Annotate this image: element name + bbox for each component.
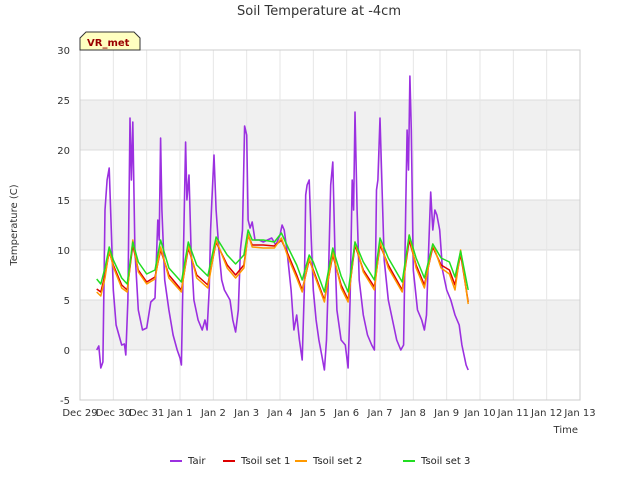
plot-frame [79, 49, 581, 401]
legend[interactable]: Tair Tsoil set 1 Tsoil set 2 Tsoil set 3 [170, 456, 470, 467]
x-tick-label: Jan 4 [267, 408, 293, 419]
x-tick-label: Dec 31 [129, 408, 164, 419]
x-tick-label: Jan 8 [400, 408, 426, 419]
x-tick-label: Dec 30 [96, 408, 131, 419]
legend-item-tsoil-set-3[interactable]: Tsoil set 3 [403, 456, 470, 467]
x-tick-label: Jan 7 [367, 408, 393, 419]
y-tick-label: 25 [57, 96, 70, 107]
x-tick-label: Dec 29 [62, 408, 97, 419]
legend-label: Tsoil set 3 [420, 456, 470, 467]
x-tick-label: Jan 6 [333, 408, 359, 419]
legend-label: Tsoil set 1 [240, 456, 290, 467]
x-tick-label: Jan 12 [530, 408, 562, 419]
x-tick-label: Jan 3 [233, 408, 259, 419]
legend-item-tsoil-set-2[interactable]: Tsoil set 2 [295, 456, 362, 467]
y-axis-label: Temperature (C) [9, 184, 20, 266]
y-tick-label: 30 [57, 46, 70, 57]
station-badge: VR_met [79, 31, 141, 51]
x-tick-label: Jan 10 [463, 408, 495, 419]
y-tick-label: 20 [57, 146, 70, 157]
chart-title: Soil Temperature at -4cm [237, 4, 401, 19]
legend-item-tsoil-set-1[interactable]: Tsoil set 1 [223, 456, 290, 467]
x-tick-label: Jan 11 [497, 408, 529, 419]
series-line-tair [95, 75, 469, 371]
series-lines [95, 75, 469, 371]
legend-label: Tair [187, 456, 206, 467]
series-line-tsoil-set-3 [96, 229, 469, 293]
station-badge-box [79, 31, 141, 51]
legend-label: Tsoil set 2 [312, 456, 362, 467]
x-tick-label: Jan 13 [563, 408, 595, 419]
y-axis-ticks: -5 0 5 10 15 20 25 30 [57, 46, 70, 407]
station-badge-label: VR_met [87, 38, 130, 49]
y-tick-label: 0 [64, 346, 70, 357]
y-tick-label: 15 [57, 196, 70, 207]
y-tick-label: 10 [57, 246, 70, 257]
legend-item-tair[interactable]: Tair [170, 456, 206, 467]
x-axis-label: Time [553, 425, 578, 436]
x-tick-label: Jan 5 [300, 408, 326, 419]
x-tick-label: Jan 1 [167, 408, 193, 419]
plot-band [80, 100, 580, 150]
y-tick-label: 5 [64, 296, 70, 307]
plot-band [80, 300, 580, 350]
x-tick-label: Jan 2 [200, 408, 226, 419]
x-tick-label: Jan 9 [433, 408, 459, 419]
plot-background [80, 50, 580, 400]
y-tick-label: -5 [60, 396, 70, 407]
